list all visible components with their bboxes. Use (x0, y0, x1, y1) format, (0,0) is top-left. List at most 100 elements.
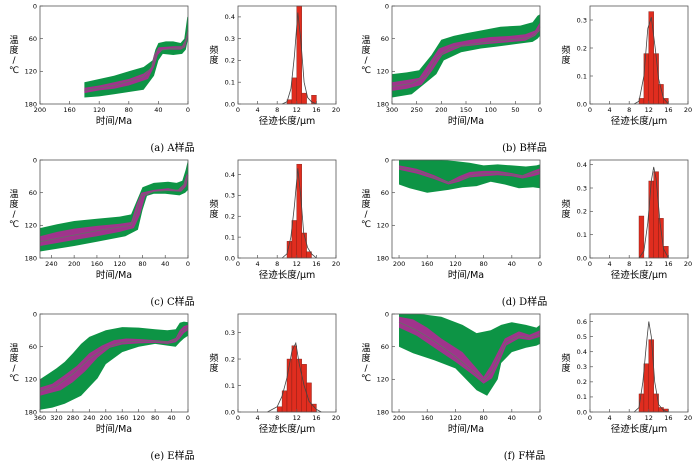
x-tick-label: 8 (627, 106, 631, 114)
histogram-plot: 0 4 8 12 16 20 0.0 0.1 0.2 0.3 径迹长度/μm 频度 (209, 313, 340, 435)
good-fit-envelope (84, 27, 188, 94)
x-tick-label: 120 (449, 414, 461, 422)
y-tick-label: 0.3 (225, 35, 235, 43)
x-tick-label: 12 (645, 260, 653, 268)
x-tick-label: 8 (627, 414, 631, 422)
y-axis-title-char: 度 (9, 44, 18, 56)
x-tick-label: 160 (421, 260, 433, 268)
good-fit-envelope (399, 165, 540, 185)
y-axis-title-char: 温 (9, 189, 18, 200)
y-axis-title-char: 温 (9, 35, 18, 46)
y-axis-title: 温度/℃ (361, 343, 371, 384)
histogram-frame (237, 5, 337, 105)
chart-svg-e: 360 320 280 240 200 160 120 80 40 0060120180时间/Ma… (9, 310, 340, 435)
histogram-bar (653, 393, 659, 413)
histogram-bar (653, 171, 659, 259)
x-tick-label: 20 (332, 260, 340, 268)
y-tick-label: 0.1 (225, 79, 235, 87)
x-tick-label: 12 (645, 414, 653, 422)
x-tick-label: 0 (538, 414, 542, 422)
histogram-bar (306, 382, 312, 413)
thermal-frame (39, 313, 189, 413)
x-tick-label: 40 (508, 260, 516, 268)
x-tick-label: 320 (50, 414, 62, 422)
x-tick-label: 160 (63, 106, 75, 114)
y-tick-label: 0.1 (225, 382, 235, 390)
histogram-bar (301, 92, 307, 105)
x-tick-label: 360 (34, 414, 46, 422)
y-tick-label: 0.4 (577, 348, 587, 356)
y-tick-label: 180 (377, 408, 389, 416)
panel-caption: (f) F样品 (503, 451, 546, 462)
y-tick-label: 0.1 (577, 72, 587, 80)
x-tick-label: 16 (664, 414, 672, 422)
y-tick-label: 0.3 (577, 184, 587, 192)
y-tick-label: 0.1 (577, 393, 587, 401)
x-tick-label: 0 (236, 106, 240, 114)
y-axis-title-char: 度 (561, 362, 570, 374)
y-axis-title: 温度/℃ (361, 35, 371, 76)
y-axis-title-char: / (12, 56, 16, 66)
y-tick-label: 0.3 (225, 192, 235, 200)
y-tick-label: 0.0 (577, 408, 587, 416)
best-fit-path (39, 327, 189, 392)
y-tick-label: 0.0 (225, 254, 235, 262)
y-axis-title: 频度 (561, 198, 570, 220)
thermal-frame (39, 5, 189, 105)
x-tick-label: 200 (100, 414, 112, 422)
y-axis-title-char: 温 (361, 189, 370, 200)
histogram-plot: 0 4 8 12 16 20 0.0 0.1 0.2 0.3 0.4 径迹长度/μm 频度 (561, 159, 692, 281)
y-tick-label: 0 (385, 2, 389, 10)
y-tick-label: 120 (377, 68, 389, 76)
x-tick-label: 16 (312, 106, 320, 114)
y-tick-label: 0.2 (225, 355, 235, 363)
y-tick-label: 0.5 (577, 333, 587, 341)
histogram-frame (237, 159, 337, 259)
y-tick-label: 180 (377, 254, 389, 262)
y-axis-title-char: / (12, 210, 16, 220)
y-tick-label: 0.3 (577, 16, 587, 24)
y-tick-label: 180 (25, 100, 37, 108)
y-axis-title: 频度 (209, 198, 218, 220)
y-tick-label: 60 (381, 35, 389, 43)
length-distribution-curve (281, 12, 317, 105)
histogram-bar (648, 11, 654, 105)
y-axis-title: 频度 (561, 352, 570, 374)
y-axis-title-char: 频 (561, 352, 570, 364)
x-tick-label: 200 (393, 260, 405, 268)
panel-b: 300 250 200 150 100 50 0 0 60 120 180 时间/Ma 温度 / ℃ 0 4 8 1… (352, 0, 697, 154)
y-tick-label: 120 (25, 222, 37, 230)
y-axis-title-char: ℃ (9, 220, 19, 230)
panel-c: 240 200 160 120 80 40 0 0 60 120 180 时间/Ma 温度 / ℃ 0 4 8 12… (0, 154, 345, 308)
x-tick-label: 20 (332, 106, 340, 114)
histogram-bar (296, 358, 302, 413)
y-tick-label: 60 (381, 343, 389, 351)
y-tick-label: 60 (381, 189, 389, 197)
good-fit-envelope (40, 173, 188, 246)
histogram-bar (653, 53, 659, 105)
good-fit-envelope (392, 22, 540, 91)
length-distribution-curve (638, 166, 669, 259)
x-tick-label: 80 (151, 414, 159, 422)
y-axis-title-char: / (364, 56, 368, 66)
y-tick-label: 0.3 (225, 329, 235, 337)
x-tick-label: 80 (125, 106, 133, 114)
best-fit-path (398, 321, 541, 382)
y-axis-title-char: 度 (561, 54, 570, 66)
x-tick-label: 200 (34, 106, 46, 114)
y-axis-title-char: ℃ (361, 220, 371, 230)
x-tick-label: 40 (508, 414, 516, 422)
y-axis-title-char: ℃ (361, 66, 371, 76)
x-axis-title: 径迹长度/μm (611, 423, 668, 435)
x-tick-label: 4 (256, 106, 260, 114)
x-tick-label: 12 (293, 414, 301, 422)
x-tick-label: 200 (68, 260, 80, 268)
y-axis-title: 频度 (209, 352, 218, 374)
thermal-plot: 300 250 200 150 100 50 0 0 60 120 180 时间/Ma 温度/℃ (361, 2, 542, 127)
y-axis-title-char: ℃ (361, 374, 371, 384)
y-axis-title: 温度/℃ (361, 189, 371, 230)
x-tick-label: 160 (116, 414, 128, 422)
histogram-frame (237, 313, 337, 413)
y-axis-title-char: 频 (561, 198, 570, 210)
